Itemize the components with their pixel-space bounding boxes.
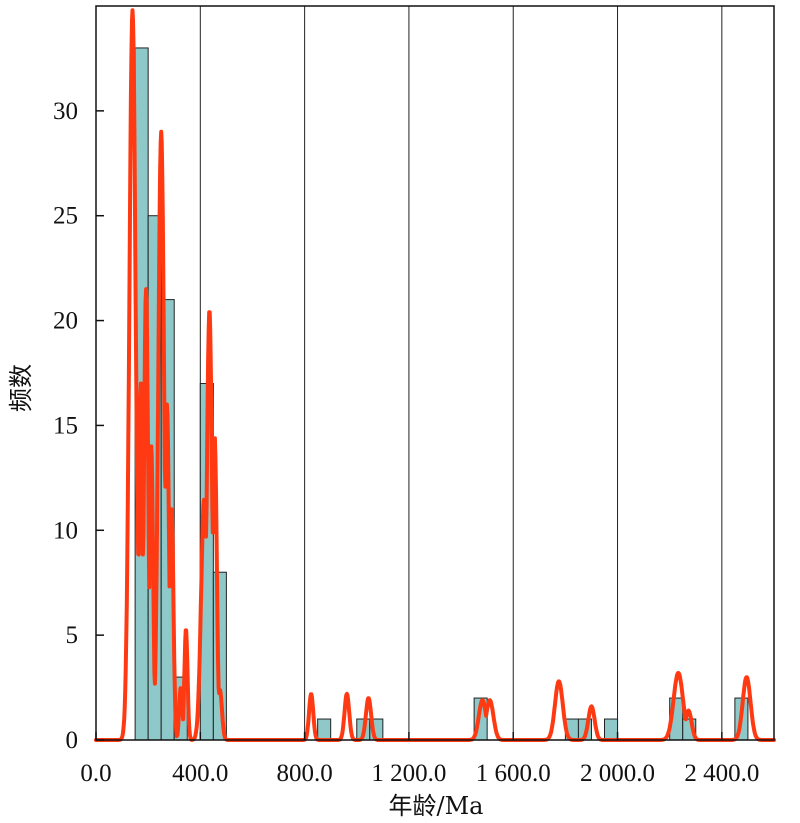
y-tick-label: 30	[53, 98, 78, 125]
x-tick-label: 400.0	[172, 760, 228, 787]
axis-ticks: 0 5 10 15 20 25 30 0.0 400.0 800.0 1 200.0 1 600.0 2…	[53, 98, 759, 787]
grid-lines	[199, 6, 723, 740]
x-tick-label: 1 200.0	[371, 760, 446, 787]
x-tick-label: 0.0	[80, 760, 111, 787]
histogram-bar	[317, 718, 332, 741]
y-tick-label: 20	[53, 308, 78, 335]
x-axis-title: 年龄/Ma	[389, 792, 484, 820]
x-tick-label: 2 000.0	[580, 760, 655, 787]
y-tick-label: 15	[53, 412, 78, 439]
plot-frame	[95, 5, 775, 741]
y-axis-title: 频数	[7, 364, 35, 412]
density-curve-group	[94, 8, 776, 742]
density-curve	[94, 8, 776, 742]
x-tick-label: 2 400.0	[684, 760, 759, 787]
histogram-bar	[604, 718, 619, 741]
histogram-bars	[134, 47, 749, 741]
y-tick-label: 10	[53, 517, 78, 544]
y-tick-label: 0	[66, 727, 79, 754]
y-tick-label: 25	[53, 203, 78, 230]
x-tick-label: 800.0	[276, 760, 332, 787]
x-tick-label: 1 600.0	[476, 760, 551, 787]
y-tick-label: 5	[66, 622, 79, 649]
